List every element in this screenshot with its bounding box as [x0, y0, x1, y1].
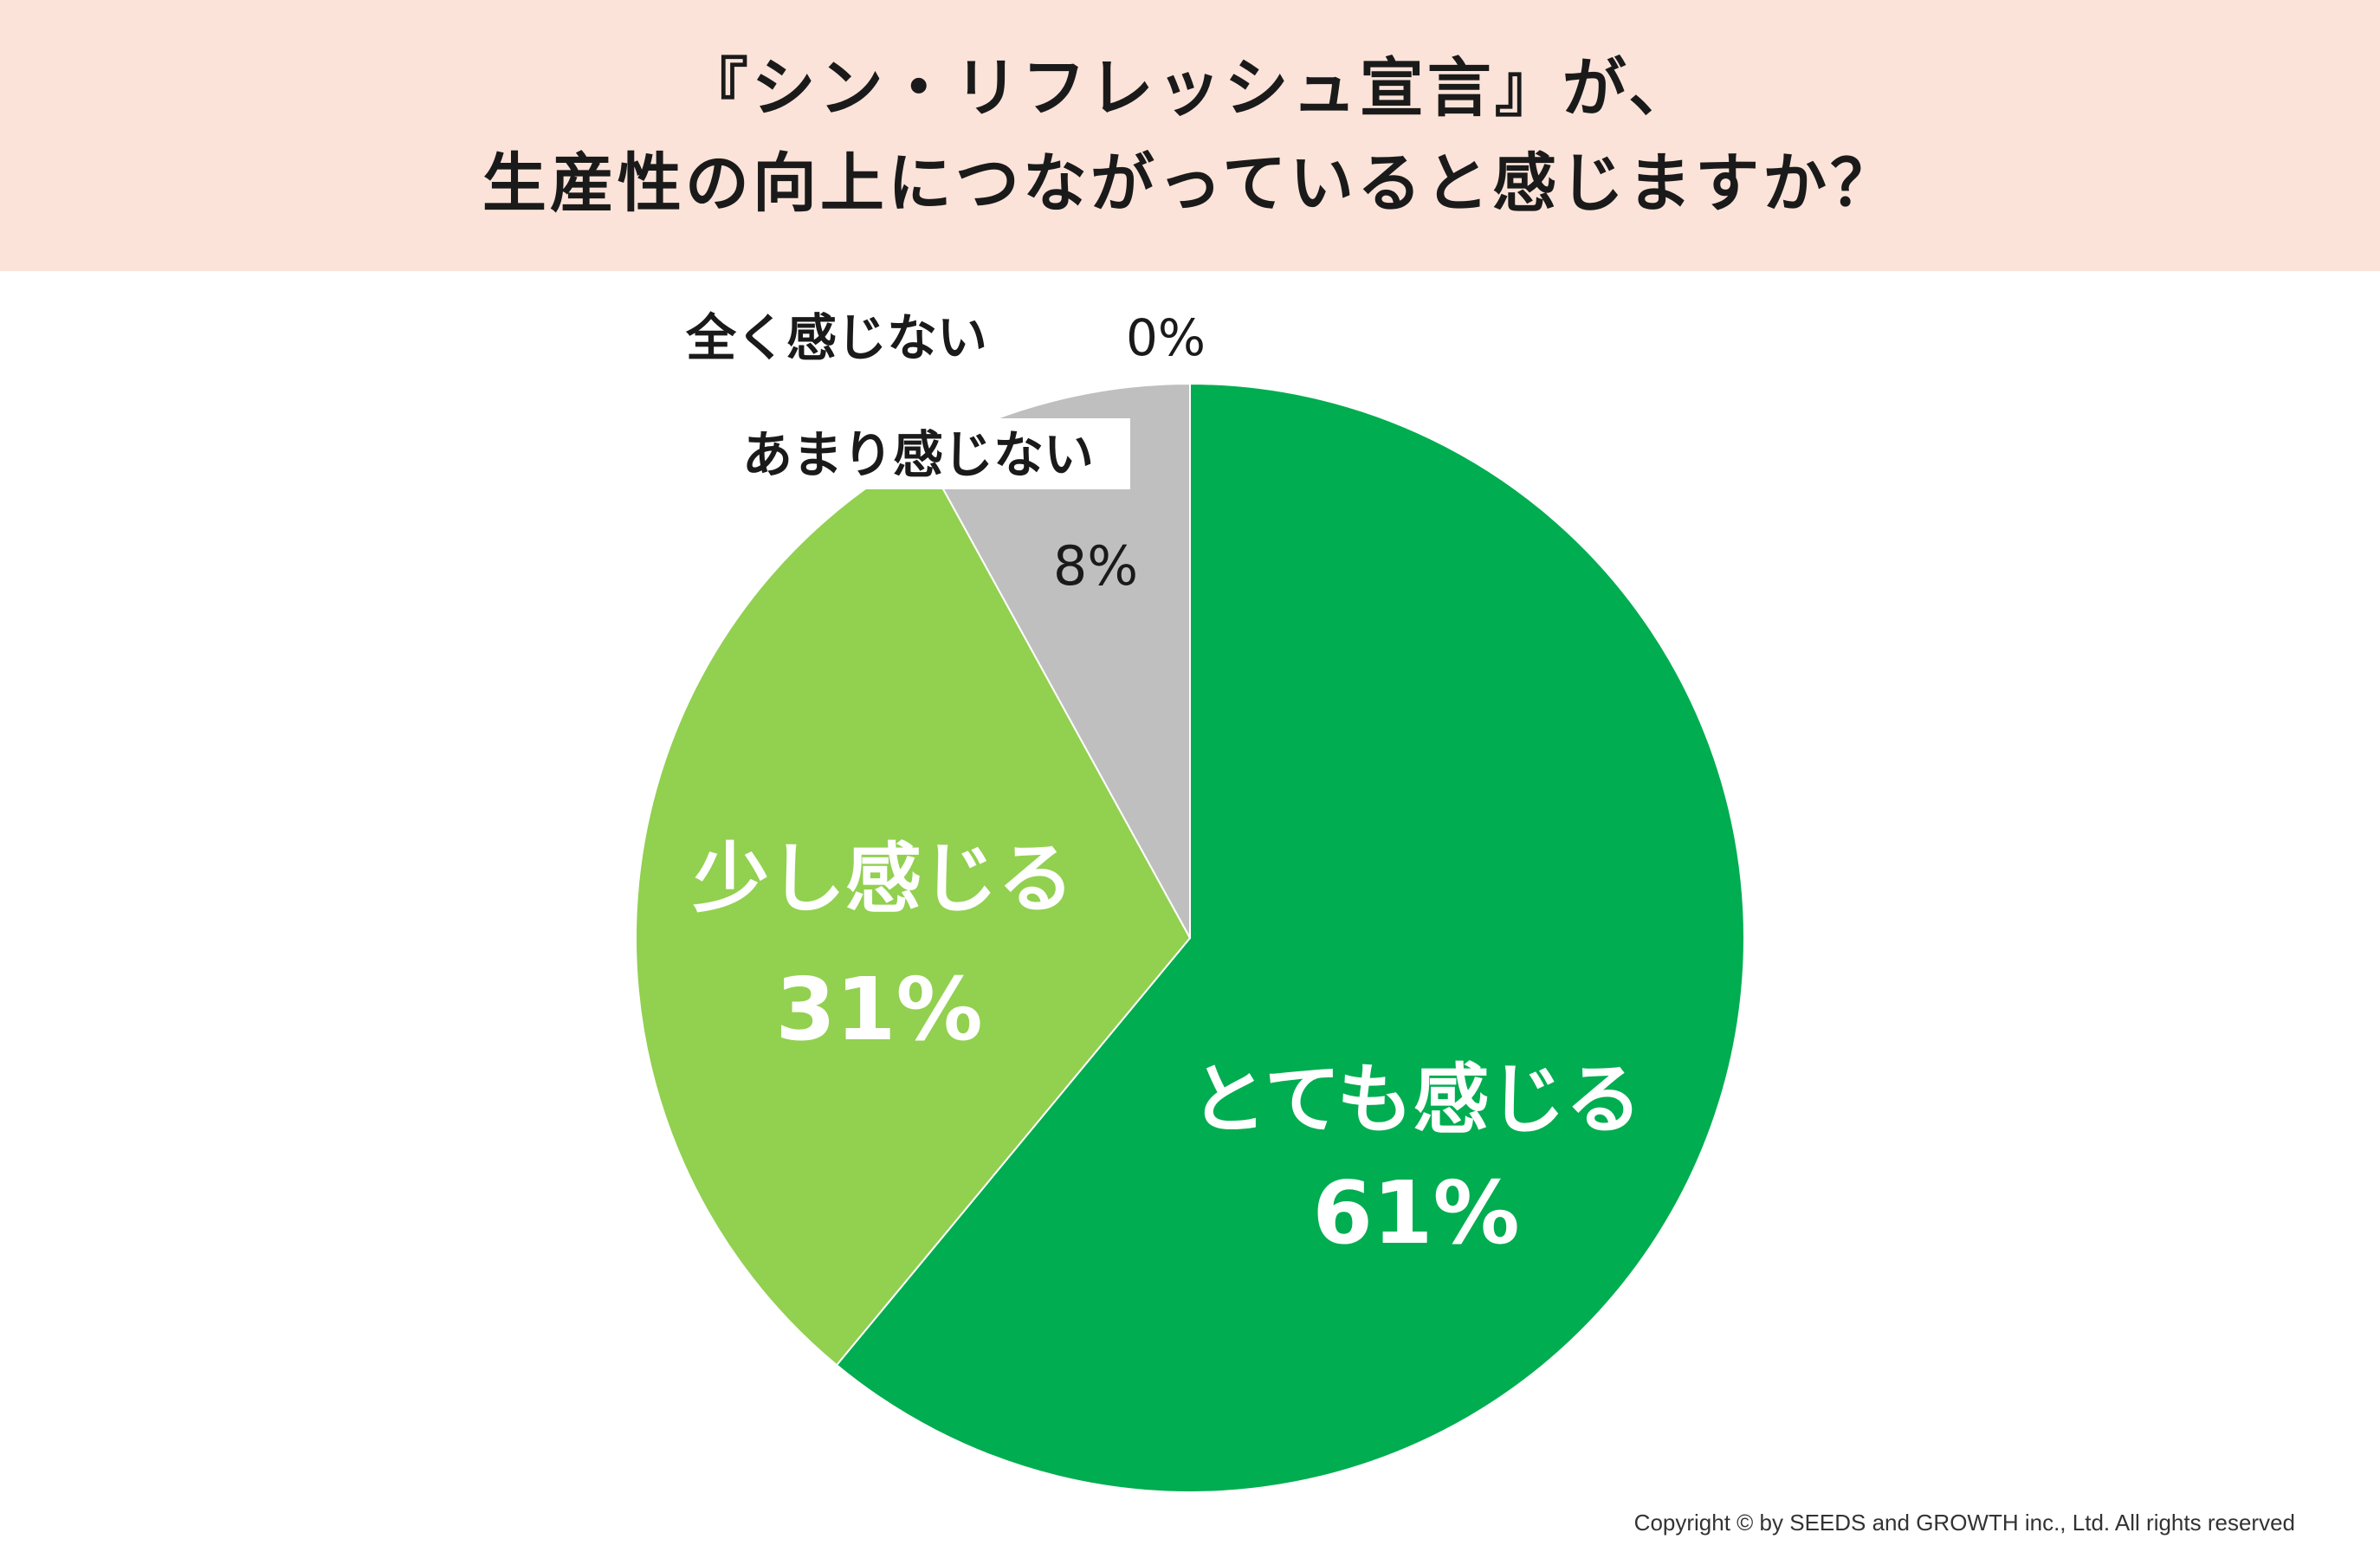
not-much-value: 8% [1053, 534, 1138, 598]
not-much-label: あまり感じない [742, 425, 1094, 484]
chart-title-line-1: 『シン・リフレッシュ宣言』が、 [683, 50, 1697, 126]
very-much-label: とても感じる [1191, 1055, 1642, 1144]
chart-title-line-2: 生産性の向上につながっていると感じますか？ [482, 146, 1898, 221]
somewhat-value: 31% [775, 959, 982, 1060]
slice-very-much [835, 382, 1745, 1493]
not-at-all-label: 全く感じない [685, 308, 987, 367]
pie-slices [635, 382, 1745, 1493]
copyright-text: Copyright © by SEEDS and GROWTH inc., Lt… [1633, 1510, 2295, 1536]
somewhat-label: 少し感じる [693, 834, 1074, 923]
not-much-label-box [706, 418, 1130, 489]
not-at-all-value: 0% [1126, 308, 1206, 367]
very-much-value: 61% [1312, 1162, 1519, 1264]
title-banner: 『シン・リフレッシュ宣言』が、 生産性の向上につながっていると感じますか？ [0, 0, 2380, 271]
slice-somewhat [635, 450, 1192, 1367]
